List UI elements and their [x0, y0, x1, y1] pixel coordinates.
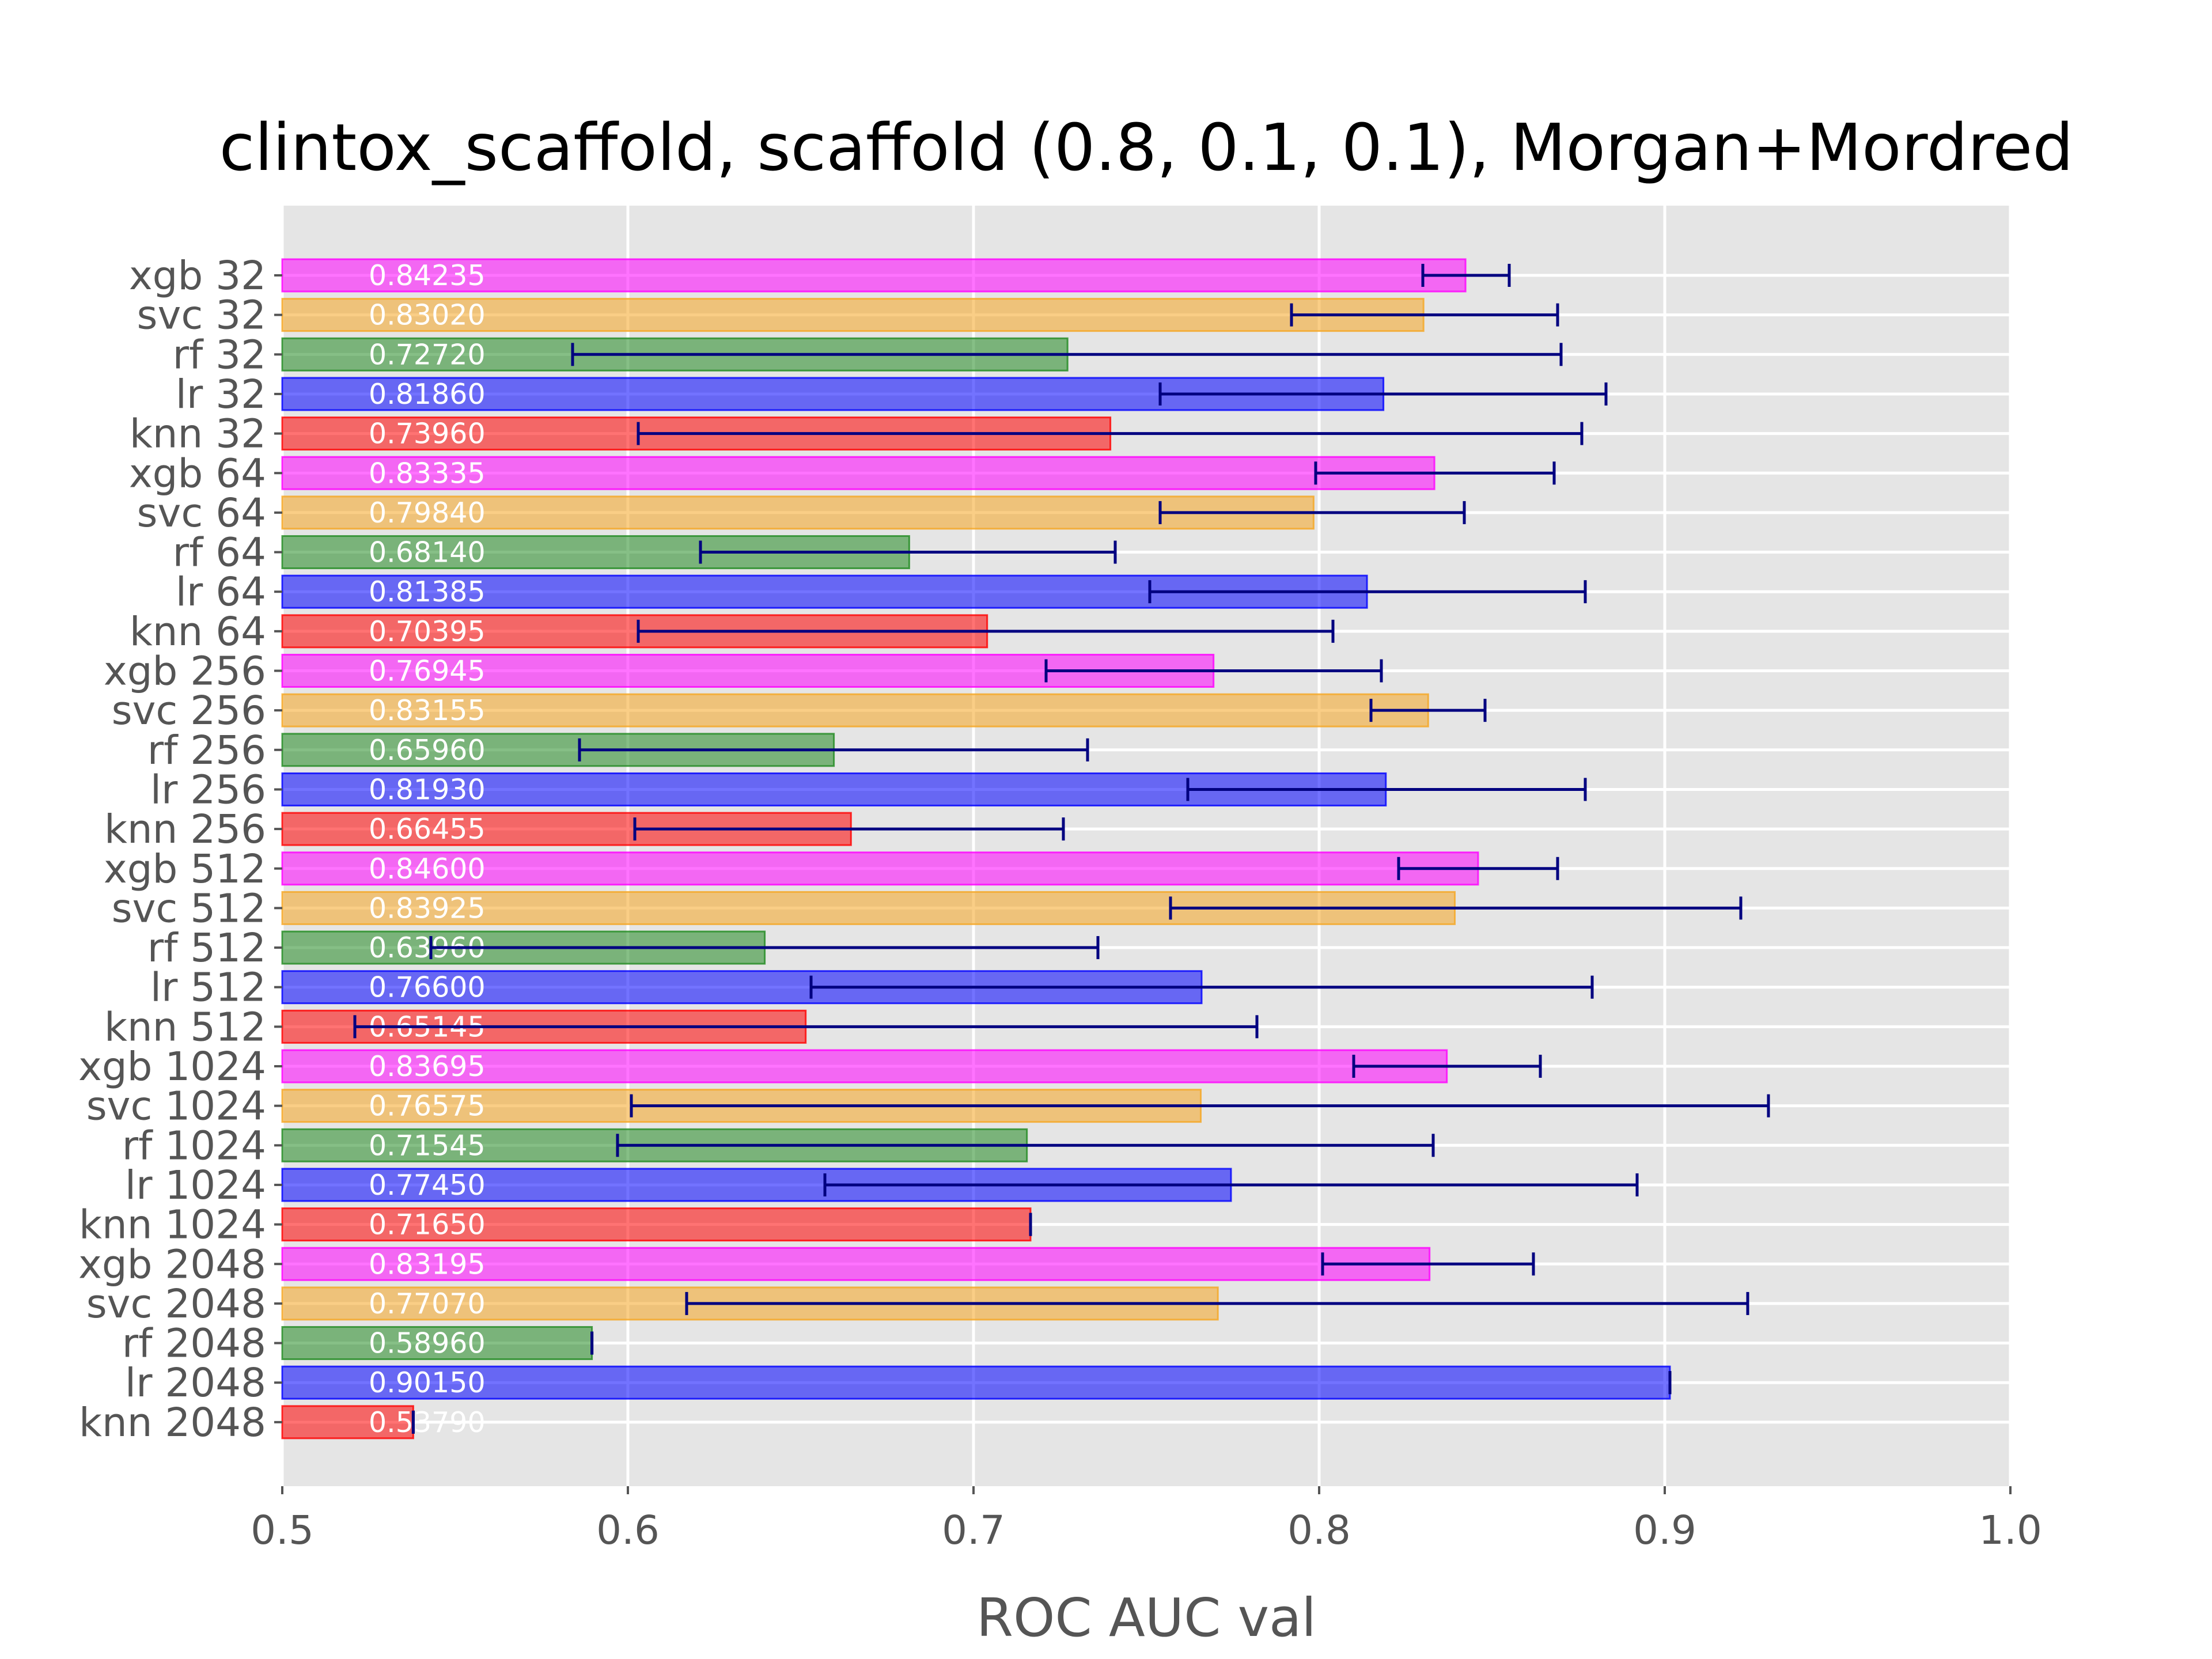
y-tick-label: knn 32 [130, 411, 266, 457]
y-tick-label: lr 256 [150, 767, 266, 813]
bar-xgb-2048 [281, 1247, 1431, 1281]
bar-xgb-512 [281, 851, 1479, 886]
chart-title: clintox_scaffold, scaffold (0.8, 0.1, 0.… [219, 111, 2074, 185]
x-tick-label: 0.9 [1633, 1508, 1696, 1554]
bar-value-label: 0.71650 [369, 1209, 486, 1241]
error-bars [353, 264, 1770, 1434]
y-tick-label: xgb 64 [129, 450, 266, 497]
bar-value-label: 0.77070 [369, 1287, 486, 1320]
y-tick-label: svc 2048 [86, 1281, 266, 1327]
bar-xgb-1024 [281, 1049, 1448, 1084]
y-tick-label: xgb 32 [129, 253, 266, 299]
y-tick-label: svc 256 [112, 688, 266, 734]
y-tick-label: rf 256 [147, 728, 266, 774]
bar-value-label: 0.83695 [369, 1050, 486, 1083]
bar-lr-2048 [281, 1365, 1671, 1400]
bar-value-label: 0.76575 [369, 1090, 486, 1123]
y-tick-label: knn 64 [130, 609, 266, 655]
value-labels: 0.84235 0.83020 0.72720 0.81860 0.73960 0.833… [369, 259, 486, 1439]
x-tick-labels: 0.5 0.6 0.7 0.8 0.9 1.0 [251, 1486, 2042, 1554]
bar-value-label: 0.68140 [369, 536, 486, 569]
bar-value-label: 0.84600 [369, 853, 486, 885]
y-tick-label: xgb 1024 [78, 1044, 266, 1090]
y-tick-label: lr 32 [176, 372, 266, 418]
y-tick-label: rf 512 [147, 925, 266, 971]
bar-value-label: 0.81930 [369, 773, 486, 806]
bar-value-label: 0.71545 [369, 1129, 486, 1162]
bar-xgb-64 [281, 456, 1435, 490]
y-tick-label: knn 512 [104, 1004, 266, 1050]
bar-value-label: 0.70395 [369, 615, 486, 648]
y-tick-label: lr 2048 [125, 1360, 266, 1406]
y-tick-label: lr 512 [150, 965, 266, 1011]
x-tick-label: 0.8 [1287, 1508, 1351, 1554]
y-tick-label: rf 2048 [122, 1321, 266, 1367]
bar-value-label: 0.73960 [369, 418, 486, 450]
bar-value-label: 0.90150 [369, 1366, 486, 1399]
y-tick-label: rf 1024 [122, 1123, 266, 1169]
x-axis-label: ROC AUC val [976, 1587, 1316, 1649]
bar-value-label: 0.84235 [369, 259, 486, 292]
bar-value-label: 0.81385 [369, 575, 486, 608]
bar-value-label: 0.77450 [369, 1169, 486, 1202]
bar-value-label: 0.66455 [369, 813, 486, 846]
bar-value-label: 0.72720 [369, 338, 486, 371]
y-tick-label: xgb 256 [104, 649, 266, 695]
y-tick-label: lr 64 [176, 569, 266, 615]
bar-svc-256 [281, 693, 1429, 728]
bar-value-label: 0.81860 [369, 378, 486, 411]
y-tick-label: xgb 2048 [78, 1241, 266, 1287]
y-tick-label: knn 1024 [79, 1202, 266, 1248]
bar-rf-2048 [281, 1326, 593, 1361]
y-tick-label: svc 512 [112, 885, 266, 931]
x-tick-label: 0.7 [942, 1508, 1005, 1554]
y-tick-label: knn 256 [104, 806, 266, 853]
bar-value-label: 0.76600 [369, 971, 486, 1004]
y-tick-label: xgb 512 [104, 846, 266, 892]
bar-value-label: 0.76945 [369, 655, 486, 688]
y-tick-label: svc 64 [137, 490, 266, 536]
bar-value-label: 0.83020 [369, 299, 486, 332]
y-tick-label: lr 1024 [125, 1162, 266, 1209]
y-tick-label: knn 2048 [79, 1400, 266, 1446]
x-tick-label: 0.6 [596, 1508, 660, 1554]
y-tick-label: rf 32 [173, 332, 266, 378]
bar-value-label: 0.83925 [369, 892, 486, 925]
y-tick-label: svc 1024 [86, 1084, 266, 1130]
bar-value-label: 0.83155 [369, 694, 486, 727]
bar-value-label: 0.65960 [369, 734, 486, 767]
bar-value-label: 0.83195 [369, 1248, 486, 1281]
bar-value-label: 0.83335 [369, 457, 486, 490]
bar-value-label: 0.58960 [369, 1327, 486, 1360]
bar-value-label: 0.53790 [369, 1406, 486, 1439]
y-tick-label: rf 64 [173, 530, 266, 576]
x-tick-label: 1.0 [1979, 1508, 2042, 1554]
y-tick-label: svc 32 [137, 293, 266, 339]
bar-value-label: 0.79840 [369, 497, 486, 529]
x-tick-label: 0.5 [251, 1508, 314, 1554]
